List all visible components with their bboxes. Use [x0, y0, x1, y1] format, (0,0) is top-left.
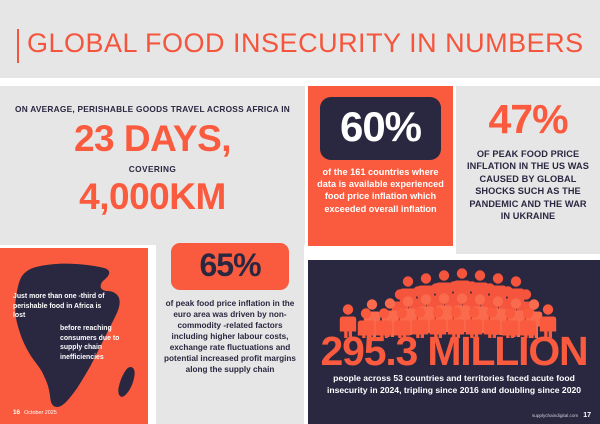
sixty-description: of the 161 countries where data is avail…: [317, 167, 444, 214]
sixtyfive-description: of peak food price inflation in the euro…: [164, 299, 296, 374]
panel-fortyseven-percent: 47% OF PEAK FOOD PRICE INFLATION IN THE …: [456, 86, 600, 254]
footer-right: supplychaindigital.com 17: [532, 412, 591, 419]
travel-kicker: ON AVERAGE, PERISHABLE GOODS TRAVEL ACRO…: [15, 104, 290, 114]
footer-left-issue: October 2025: [24, 410, 57, 416]
travel-stat-days: 23 DAYS,: [73, 118, 232, 159]
travel-stat-distance: 4,000KM: [79, 176, 226, 217]
panel-travel-stat: ON AVERAGE, PERISHABLE GOODS TRAVEL ACRO…: [0, 86, 305, 245]
sixtyfive-stat-chip: 65%: [171, 243, 289, 290]
footer-left-page-number: 16: [13, 409, 21, 416]
footer-right-page-number: 17: [583, 412, 591, 419]
crowd-people-icon-group: [339, 268, 557, 338]
africa-text-line-1: Just more than one -third of perishable …: [13, 293, 105, 320]
africa-map-icon: [15, 263, 135, 407]
sixty-stat-chip: 60%: [320, 97, 441, 160]
sixtyfive-stat-value: 65%: [199, 247, 261, 283]
footer-right-site: supplychaindigital.com: [531, 413, 579, 418]
million-stat-value: 295.3 MILLION: [320, 328, 589, 374]
sixty-stat-value: 60%: [339, 103, 422, 150]
footer-left: 16 October 2025: [13, 409, 57, 416]
page-title: GLOBAL FOOD INSECURITY IN NUMBERS: [27, 28, 584, 58]
fortyseven-description: OF PEAK FOOD PRICE INFLATION IN THE US W…: [466, 149, 590, 222]
panel-africa-map: Just more than one -third of perishable …: [0, 248, 148, 424]
panel-million-stat: 295.3 MILLION people across 53 countries…: [308, 260, 600, 424]
panel-sixty-percent: 60% of the 161 countries where data is a…: [308, 86, 453, 246]
page-header: GLOBAL FOOD INSECURITY IN NUMBERS: [0, 0, 600, 78]
travel-connector: COVERING: [128, 164, 177, 174]
fortyseven-stat-value: 47%: [488, 96, 568, 142]
million-description: people across 53 countries and territori…: [326, 373, 582, 395]
title-accent-bar: [17, 29, 19, 63]
panel-sixtyfive-percent: 65% of peak food price inflation in the …: [156, 228, 304, 424]
africa-text-line-2: before reaching consumers due to supply …: [60, 325, 120, 361]
